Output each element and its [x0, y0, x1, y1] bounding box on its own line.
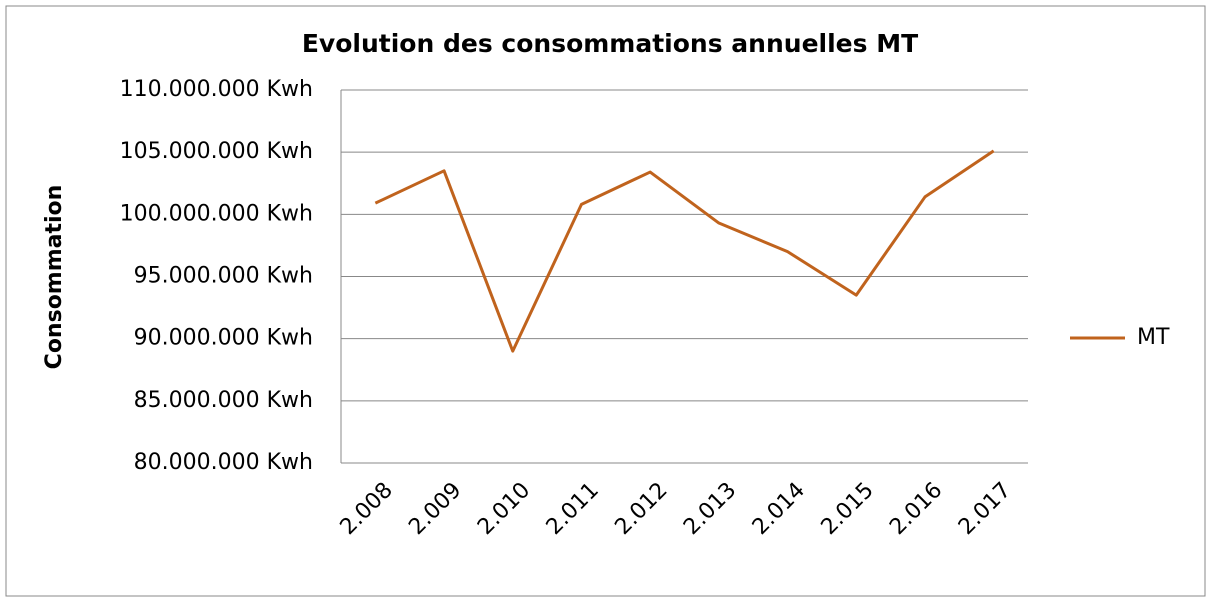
y-axis-label: Consommation: [42, 185, 67, 370]
chart-border: [5, 5, 1206, 597]
y-tick-label: 105.000.000 Kwh: [120, 139, 313, 164]
chart-title: Evolution des consommations annuelles MT: [302, 29, 918, 58]
y-tick-label: 90.000.000 Kwh: [134, 326, 313, 351]
y-tick-label: 100.000.000 Kwh: [120, 201, 313, 226]
y-tick-label: 95.000.000 Kwh: [134, 264, 313, 289]
y-tick-label: 85.000.000 Kwh: [134, 388, 313, 413]
y-tick-label: 80.000.000 Kwh: [134, 450, 313, 475]
legend-label: MT: [1137, 325, 1170, 350]
data-line: [374, 149, 995, 353]
y-tick-label: 110.000.000 Kwh: [120, 77, 313, 102]
